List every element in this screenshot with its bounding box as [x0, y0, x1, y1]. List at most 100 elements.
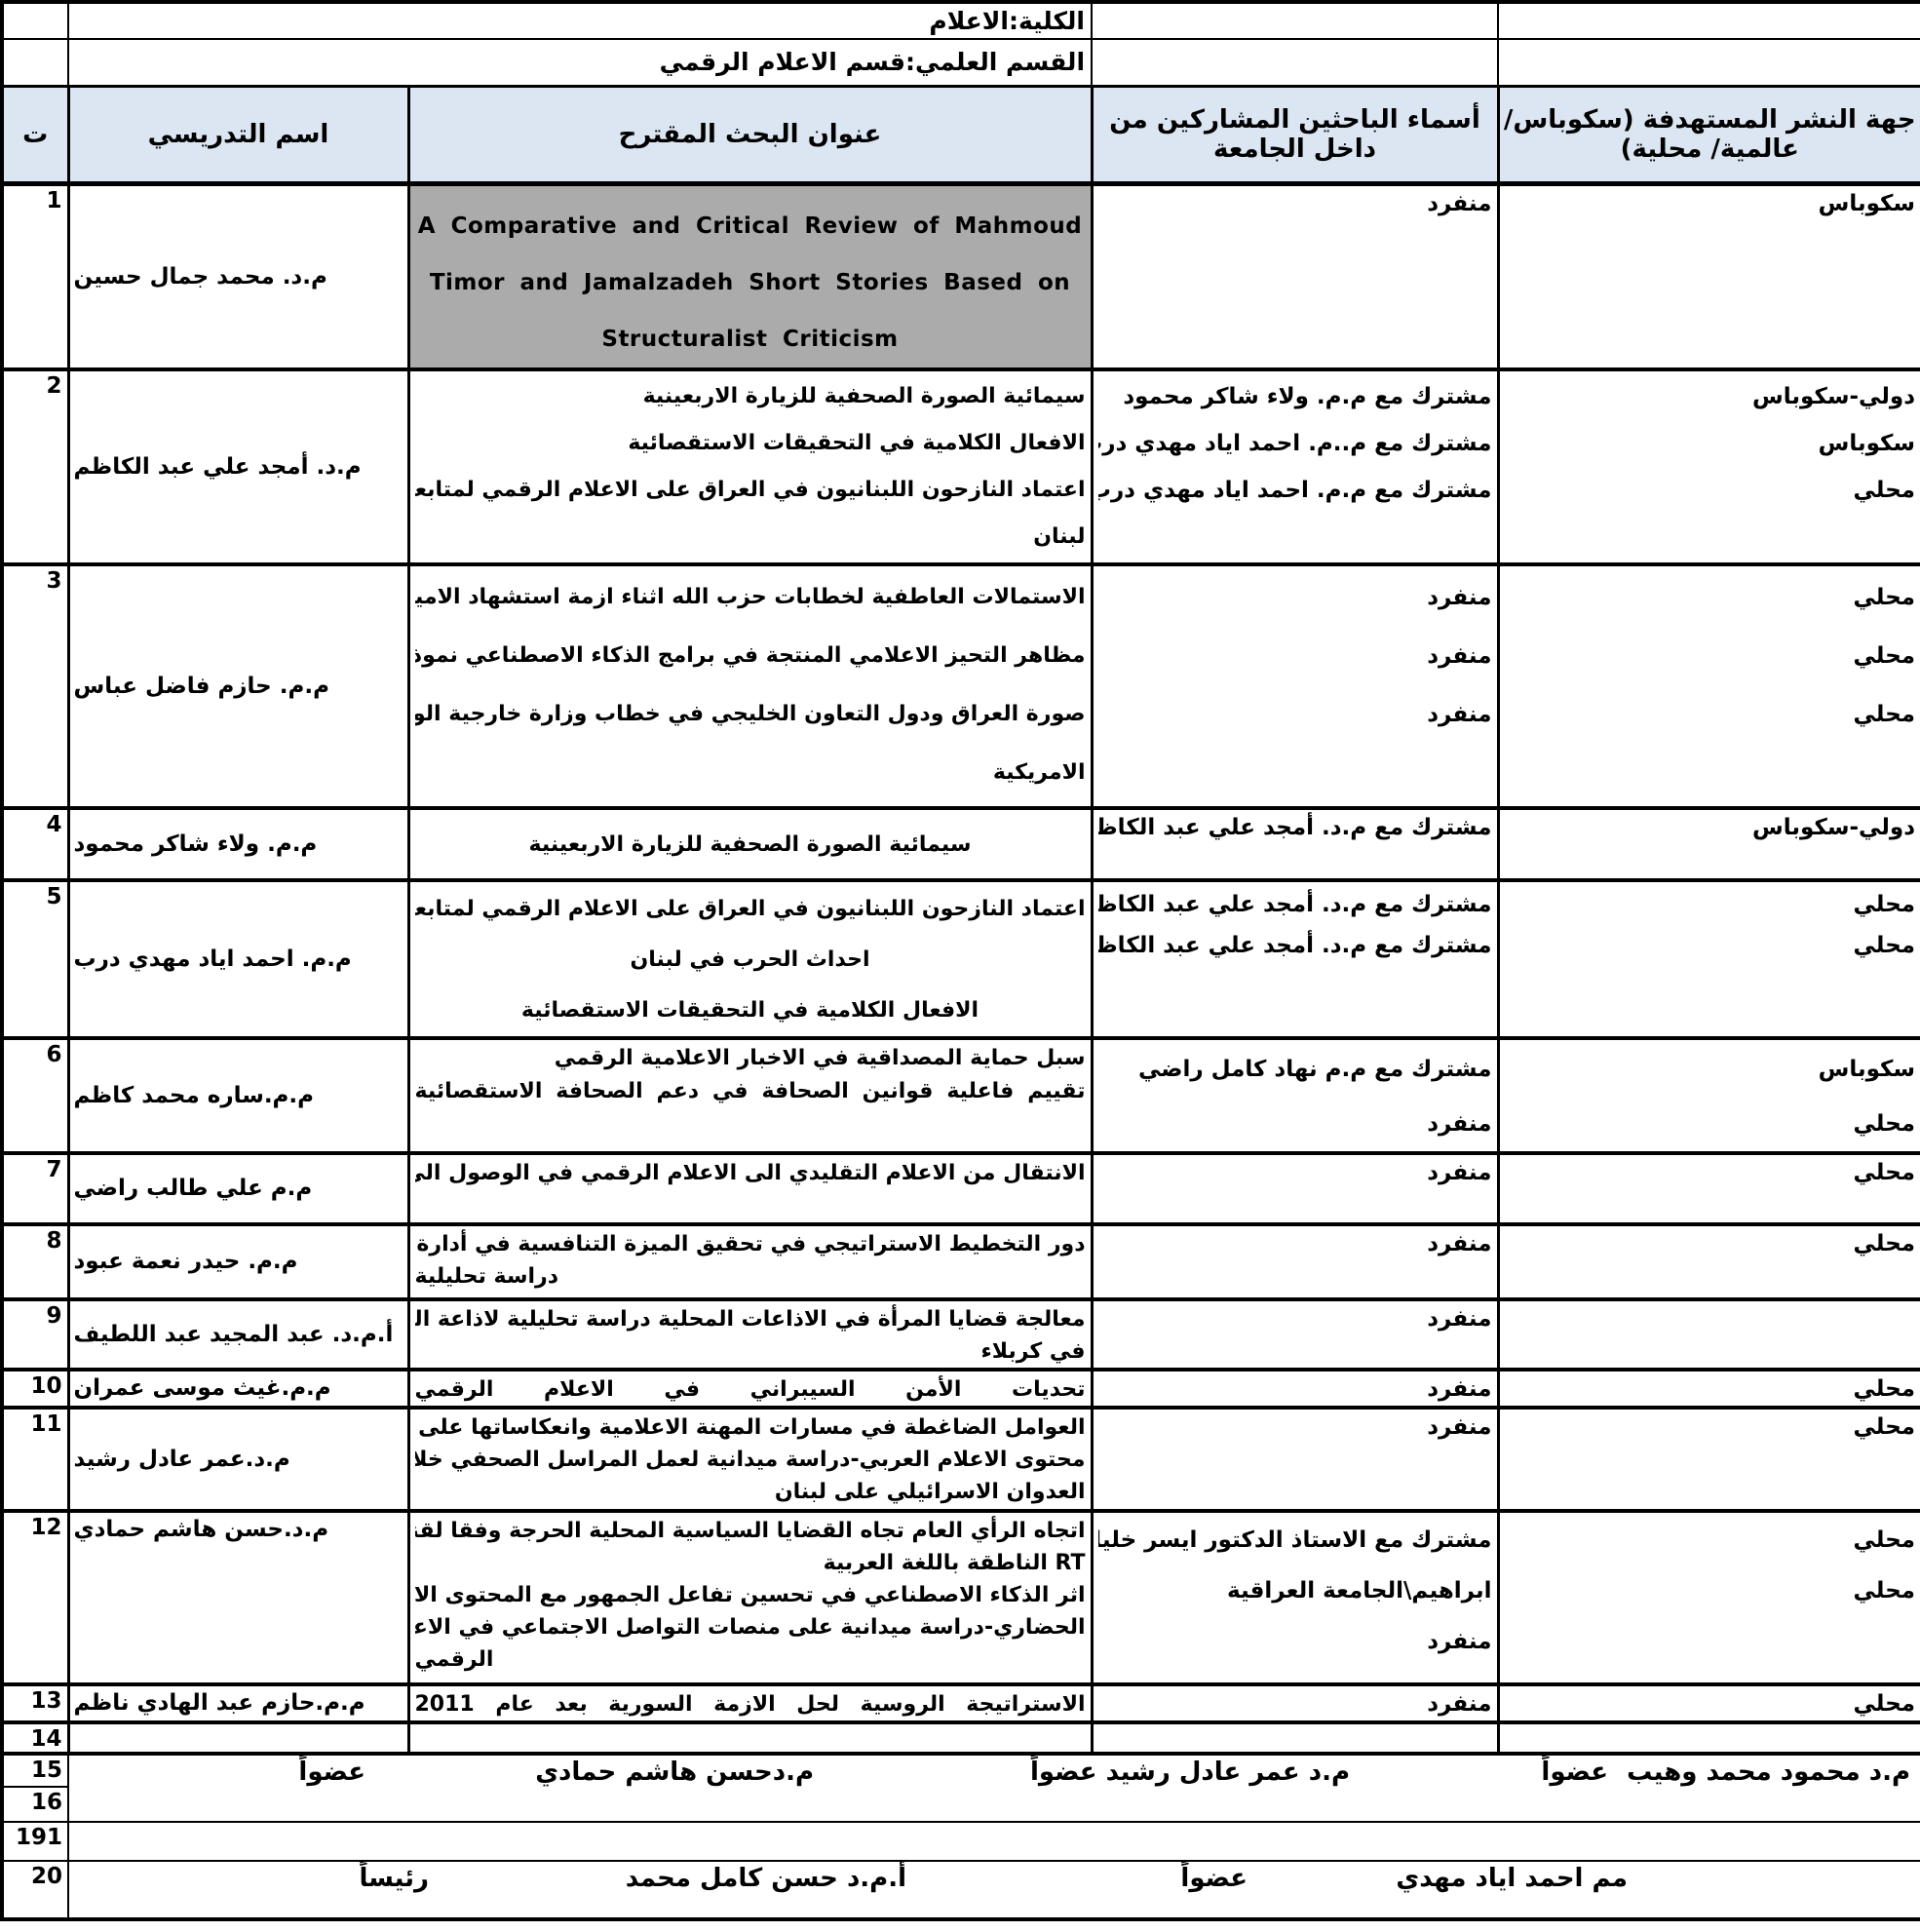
venue-line: محلي [1853, 1159, 1916, 1185]
header-title: عنوان البحث المقترح [406, 84, 1094, 186]
researchers-cell: منفرد [1090, 1150, 1500, 1226]
teacher-name: م.م.ساره محمد كاظم [66, 1035, 410, 1155]
header-no: ت [0, 84, 70, 186]
title-line: اعتماد النازحون اللبنانيون في العراق على… [414, 896, 1086, 921]
researcher-line: مشترك مع م.د. أمجد علي عبد الكاظم [1097, 932, 1492, 958]
corner-cell [1, 1, 69, 40]
teacher-name: م.م.غيث موسى عمران [66, 1367, 410, 1410]
table-row: 12 م.د.حسن هاشم حمادي اتجاه الرأي العام … [0, 1508, 1920, 1686]
venue-cell: محلي [1496, 1150, 1920, 1226]
title-line: احداث الحرب في لبنان [630, 947, 870, 972]
title-line: تقييم فاعلية قوانين الصحافة في دعم الصحا… [414, 1078, 1086, 1103]
title-line: معالجة قضايا المرأة في الاذاعات المحلية … [414, 1306, 1086, 1332]
title-line: محتوى الاعلام العربي-دراسة ميدانية لعمل … [414, 1447, 1086, 1472]
title-line: الافعال الكلامية في التحقيقات الاستقصائي… [520, 997, 979, 1023]
table-row: 10 م.م.غيث موسى عمران تحديات الأمن السيب… [0, 1367, 1920, 1410]
researchers-cell [1090, 1719, 1500, 1756]
title-line: الامريكية [992, 759, 1086, 785]
header-row: ت اسم التدريسي عنوان البحث المقترح أسماء… [0, 84, 1920, 186]
row-number: 7 [0, 1150, 70, 1226]
researcher-line: منفرد [1427, 1110, 1492, 1137]
venue-line: محلي [1853, 701, 1916, 727]
venue-cell: سكوباس محلي [1496, 1035, 1920, 1155]
table-row: 8 م.م. حيدر نعمة عبود دور التخطيط الاستر… [0, 1221, 1920, 1301]
signature-row: 15 م.د محمود محمد وهيب عضواً م.د عمر عاد… [1, 1752, 1920, 1823]
row-number: 10 [0, 1367, 70, 1410]
researchers-cell: مشترك مع م.د. أمجد علي عبد الكاظم [1090, 805, 1500, 882]
signature-chair: أ.م.د حسن كامل محمد [625, 1863, 907, 1893]
table-row: 9 أ.م.د. عبد المجيد عبد اللطيف معالجة قض… [0, 1296, 1920, 1372]
title-line: دراسة تحليلية [414, 1263, 559, 1289]
researcher-line: مشترك مع الاستاذ الدكتور ايسر خليل [1097, 1526, 1492, 1553]
row-number: 20 [1, 1859, 69, 1921]
venue-line: محلي [1853, 1577, 1916, 1604]
venue-cell: محلي محلي محلي [1496, 561, 1920, 810]
venue-line: سكوباس [1818, 430, 1916, 456]
research-title-cell: معالجة قضايا المرأة في الاذاعات المحلية … [406, 1296, 1094, 1372]
table-row: 1 م.د. محمد جمال حسين A Comparative and … [0, 181, 1920, 371]
venue-line: محلي [1853, 932, 1916, 958]
row-number: 12 [0, 1508, 70, 1686]
teacher-name: م.م. حازم فاضل عباس [66, 561, 410, 810]
researchers-cell: مشترك مع م.د. أمجد علي عبد الكاظم مشترك … [1090, 877, 1500, 1040]
researchers-cell: مشترك مع م.م. ولاء شاكر محمود مشترك مع م… [1090, 367, 1500, 566]
header-researchers: أسماء الباحثين المشاركين من داخل الجامعة [1090, 84, 1500, 186]
research-title-cell: سيمائية الصورة الصحفية للزيارة الاربعيني… [406, 805, 1094, 882]
research-title-cell: A Comparative and Critical Review of Mah… [406, 181, 1094, 371]
researcher-line: مشترك مع م.م. ولاء شاكر محمود [1123, 383, 1492, 409]
department-row: القسم العلمي:قسم الاعلام الرقمي [1, 38, 1920, 87]
researcher-line: منفرد [1427, 190, 1492, 216]
title-line: اتجاه الرأي العام تجاه القضايا السياسية … [415, 1518, 1086, 1543]
table-row: 6 م.م.ساره محمد كاظم سبل حماية المصداقية… [0, 1035, 1920, 1155]
venue-cell: محلي [1496, 1405, 1920, 1513]
research-title-cell: الانتقال من الاعلام التقليدي الى الاعلام… [406, 1150, 1094, 1226]
research-title-cell: تحديات الأمن السيبراني في الاعلام الرقمي [406, 1367, 1094, 1410]
venue-line: محلي [1853, 642, 1916, 669]
row-number: 191 [1, 1820, 69, 1862]
researcher-line: منفرد [1427, 701, 1492, 727]
research-title-cell: اتجاه الرأي العام تجاه القضايا السياسية … [406, 1508, 1094, 1686]
row-number: 4 [0, 805, 70, 882]
researchers-cell: منفرد منفرد منفرد [1090, 561, 1500, 810]
venue-cell [1496, 1719, 1920, 1756]
signature-member-4: مم احمد اياد مهدي [1396, 1863, 1629, 1893]
researchers-cell: منفرد [1090, 1405, 1500, 1513]
title-line: اعتماد النازحون اللبنانيون في العراق على… [414, 477, 1086, 502]
row-number: 2 [0, 367, 70, 566]
row-number: 13 [0, 1681, 70, 1724]
signature-member-2: م.د عمر عادل رشيد عضواً [1029, 1757, 1351, 1787]
venue-line: محلي [1853, 584, 1916, 610]
table-row: 2 م.د. أمجد علي عبد الكاظم سيمائية الصور… [0, 367, 1920, 566]
title-line: الرقمي [414, 1646, 494, 1672]
title-line: العدوان الاسرائيلي على لبنان [774, 1479, 1086, 1504]
signature-member-3: م.دحسن هاشم حمادي [535, 1757, 815, 1787]
title-line: RT الناطقة باللغة العربية [823, 1550, 1086, 1575]
venue-line: محلي [1853, 1375, 1916, 1402]
researchers-cell: منفرد [1090, 1296, 1500, 1372]
row-number: 14 [0, 1719, 70, 1756]
title-line: سيمائية الصورة الصحفية للزيارة الاربعيني… [528, 831, 972, 857]
venue-line: دولي-سكوباس [1752, 814, 1916, 840]
title-line: لبنان [1033, 523, 1086, 549]
venue-cell: دولي-سكوباس [1496, 805, 1920, 882]
venue-line: محلي [1853, 1526, 1916, 1553]
researchers-cell: منفرد [1090, 1367, 1500, 1410]
venue-cell: محلي [1496, 1681, 1920, 1724]
venue-line: دولي-سكوباس [1752, 383, 1916, 409]
researcher-line: مشترك مع م.د. أمجد علي عبد الكاظم [1097, 891, 1492, 917]
venue-line: سكوباس [1818, 190, 1916, 216]
teacher-name: م.د.حسن هاشم حمادي [66, 1508, 410, 1686]
row-number: 6 [0, 1035, 70, 1155]
header-teacher: اسم التدريسي [66, 84, 410, 186]
signature-row: 20 مم احمد اياد مهدي عضواً أ.م.د حسن كام… [1, 1859, 1920, 1921]
researcher-line: منفرد [1427, 1375, 1492, 1402]
department-cell: القسم العلمي:قسم الاعلام الرقمي [66, 38, 1094, 87]
title-line: الانتقال من الاعلام التقليدي الى الاعلام… [415, 1160, 1086, 1185]
title-line: A Comparative and Critical Review of Mah… [417, 213, 1083, 239]
researcher-line: منفرد [1427, 1690, 1492, 1717]
title-line: تحديات الأمن السيبراني في الاعلام الرقمي [414, 1376, 1086, 1402]
research-title-cell: اعتماد النازحون اللبنانيون في العراق على… [406, 877, 1094, 1040]
table-row: 5 م.م. احمد اياد مهدي درب اعتماد النازحو… [0, 877, 1920, 1040]
table-row: 3 م.م. حازم فاضل عباس الاستمالات العاطفي… [0, 561, 1920, 810]
